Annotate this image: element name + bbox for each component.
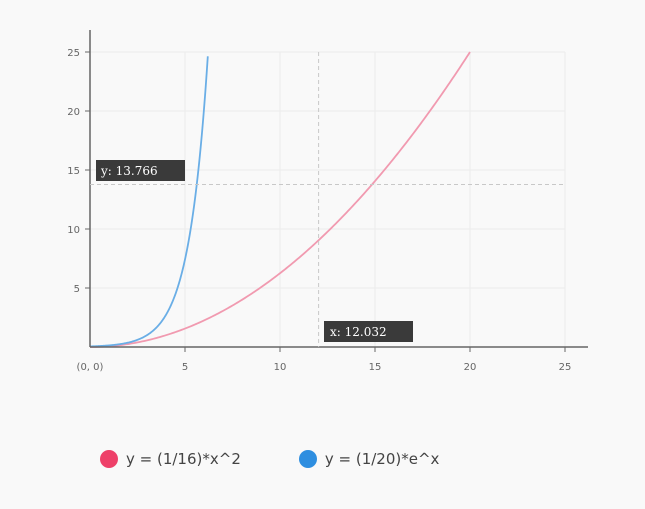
legend-marker-exponential: [298, 450, 317, 468]
y-tick-label: 25: [67, 48, 80, 59]
y-tick-label: 20: [67, 107, 80, 118]
legend-item-exponential[interactable]: y = (1/20)*e^x: [298, 450, 440, 468]
legend-item-quadratic[interactable]: y = (1/16)*x^2: [100, 450, 241, 468]
legend: y = (1/16)*x^2 y = (1/20)*e^x: [100, 450, 497, 468]
y-tooltip-text: y: 13.766: [100, 164, 158, 178]
x-tooltip-text: x: 12.032: [330, 325, 387, 339]
legend-label-quadratic: y = (1/16)*x^2: [126, 450, 241, 468]
grid: [90, 51, 566, 347]
legend-label-exponential: y = (1/20)*e^x: [324, 450, 440, 468]
x-tooltip-box: [324, 321, 413, 342]
crosshair: [90, 52, 565, 347]
x-tick-label: 20: [464, 362, 477, 373]
x-tick-label: 5: [182, 362, 188, 373]
axes: (0, 0): [77, 30, 588, 373]
x-tooltip: x: 12.032: [324, 321, 413, 342]
y-tooltip-box: [96, 160, 185, 181]
y-tick-label: 5: [74, 284, 80, 295]
y-tooltip: y: 13.766: [96, 160, 185, 181]
series-line-quadratic: [89, 51, 471, 348]
series-line-exponential: [89, 56, 209, 348]
x-tick-label: 25: [559, 362, 572, 373]
x-tick-label: 15: [369, 362, 382, 373]
y-tick-label: 15: [67, 166, 80, 177]
tick-labels: 5 10 15 20 25 5 10 15 20 25: [67, 48, 571, 373]
legend-marker-quadratic: [100, 450, 118, 468]
series-lines: [89, 51, 471, 348]
origin-label: (0, 0): [77, 362, 104, 373]
x-tick-label: 10: [274, 362, 287, 373]
y-tick-label: 10: [67, 225, 80, 236]
